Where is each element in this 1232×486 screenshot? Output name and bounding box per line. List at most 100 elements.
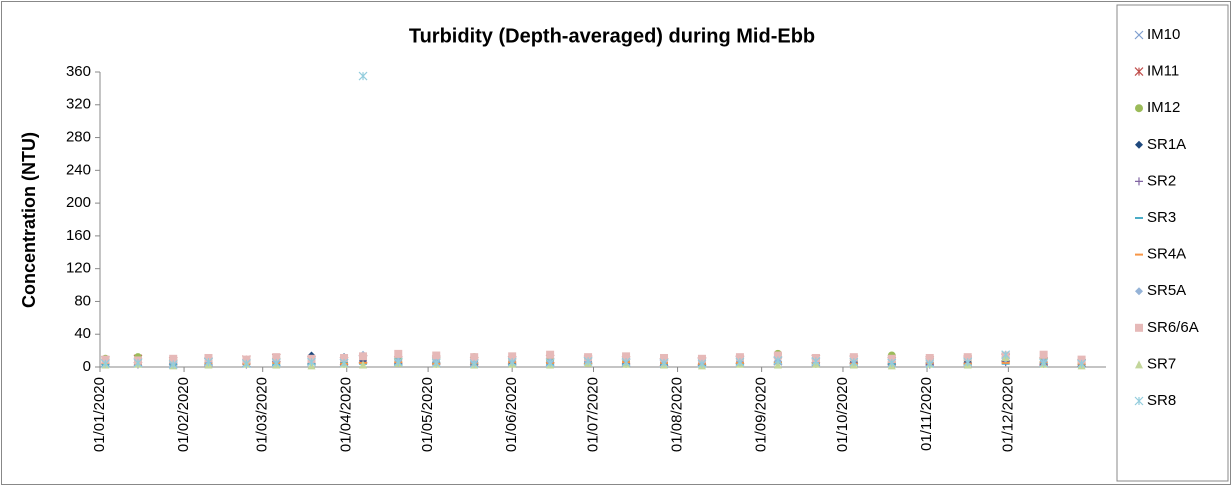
legend-label: SR5A	[1147, 282, 1186, 299]
y-tick-label: 120	[66, 260, 91, 277]
x-tick-label: 01/01/2020	[91, 377, 108, 452]
y-tick-label: 80	[74, 292, 91, 309]
y-tick-label: 0	[83, 358, 91, 375]
x-tick-label: 01/06/2020	[503, 377, 520, 452]
data-point	[622, 352, 631, 361]
data-point	[1039, 358, 1049, 368]
data-point	[735, 353, 744, 362]
legend-marker	[1134, 30, 1144, 40]
y-axis-label: Concentration (NTU)	[19, 132, 39, 308]
legend-label: IM12	[1147, 99, 1180, 116]
data-point	[849, 353, 858, 362]
data-point	[469, 359, 479, 369]
legend-label: SR2	[1147, 172, 1176, 189]
data-point	[272, 353, 281, 362]
legend-marker	[1134, 67, 1144, 77]
data-point	[470, 353, 479, 362]
x-tick-label: 01/03/2020	[254, 377, 271, 452]
legend-label: SR8	[1147, 392, 1176, 409]
data-point	[925, 353, 934, 362]
legend-label: IM11	[1147, 63, 1179, 80]
data-point	[1039, 350, 1048, 359]
x-tick-label: 01/11/2020	[918, 377, 935, 451]
data-point	[358, 71, 368, 81]
legend-marker	[1135, 323, 1143, 332]
legend-box	[1116, 4, 1229, 482]
data-point	[393, 357, 403, 367]
data-point	[887, 358, 897, 368]
data-point	[242, 359, 251, 369]
data-point	[773, 360, 782, 369]
data-point	[271, 358, 281, 368]
data-point	[100, 359, 110, 369]
x-tick-label: 01/09/2020	[753, 377, 770, 452]
data-point	[963, 357, 973, 367]
y-tick-label: 160	[66, 227, 91, 244]
x-tick-label: 01/12/2020	[999, 377, 1016, 452]
data-point	[735, 357, 745, 367]
data-point	[583, 356, 593, 366]
legend-marker	[1135, 140, 1143, 149]
data-point	[359, 352, 368, 361]
data-point	[546, 350, 555, 359]
data-point	[925, 359, 935, 369]
data-point	[1077, 359, 1087, 369]
y-tick-label: 280	[66, 129, 91, 146]
y-tick-label: 360	[66, 63, 91, 80]
data-point	[545, 358, 555, 368]
data-point	[621, 357, 631, 367]
data-point	[204, 353, 213, 362]
legend-marker	[1135, 177, 1143, 186]
legend-label: SR6/6A	[1147, 319, 1199, 336]
data-point	[101, 355, 110, 364]
data-point	[660, 353, 669, 362]
data-point	[584, 353, 593, 362]
x-tick-label: 01/10/2020	[834, 377, 851, 452]
data-point	[133, 358, 143, 368]
x-tick-label: 01/08/2020	[669, 377, 686, 452]
legend-label: SR4A	[1147, 246, 1186, 263]
data-point	[697, 359, 707, 369]
data-point	[242, 355, 251, 364]
data-point	[432, 351, 441, 360]
legend-marker	[1135, 104, 1143, 113]
x-tick-label: 01/07/2020	[584, 377, 601, 452]
data-point	[773, 351, 782, 360]
y-tick-label: 320	[66, 96, 91, 113]
data-point	[1077, 355, 1086, 364]
data-point	[339, 358, 349, 368]
data-point	[963, 353, 972, 362]
y-tick-label: 240	[66, 161, 91, 178]
data-point	[307, 357, 316, 367]
data-point	[340, 353, 349, 362]
data-point	[697, 354, 706, 363]
data-point	[431, 358, 441, 368]
legend-label: IM10	[1147, 26, 1180, 43]
data-point	[169, 354, 178, 363]
data-point	[849, 357, 859, 367]
data-point	[811, 356, 821, 366]
data-point	[659, 358, 669, 368]
data-point	[394, 349, 403, 358]
chart-title: Turbidity (Depth-averaged) during Mid-Eb…	[409, 25, 815, 47]
x-tick-label: 01/04/2020	[338, 377, 355, 452]
data-point	[359, 360, 368, 369]
x-tick-label: 01/05/2020	[419, 377, 436, 452]
y-tick-label: 200	[66, 194, 91, 211]
legend-marker	[1135, 287, 1143, 296]
legend-label: SR1A	[1147, 136, 1186, 153]
data-point	[1001, 350, 1011, 360]
legend-label: SR3	[1147, 209, 1176, 226]
data-point	[773, 356, 783, 365]
data-point	[204, 357, 213, 367]
legend-marker	[1134, 396, 1144, 406]
data-point	[507, 357, 517, 367]
x-tick-label: 01/02/2020	[175, 377, 192, 452]
data-point	[887, 354, 896, 363]
y-tick-label: 40	[74, 325, 91, 342]
data-point	[508, 352, 517, 361]
legend-label: SR7	[1147, 355, 1176, 372]
